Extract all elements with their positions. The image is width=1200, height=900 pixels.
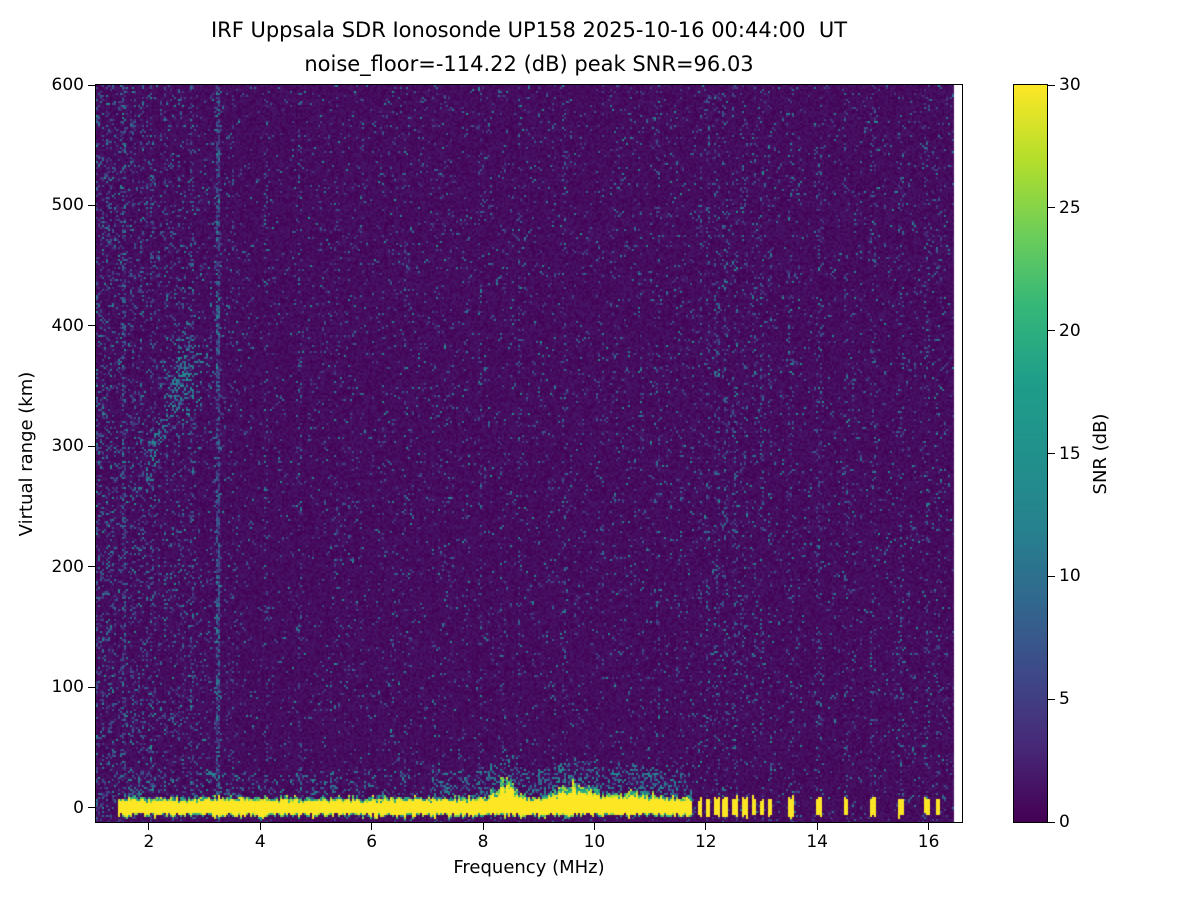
y-tick-label: 200 [51, 556, 84, 577]
x-tick-mark [705, 823, 707, 830]
y-tick-label: 100 [51, 677, 84, 698]
x-tick-label: 8 [477, 832, 489, 852]
colorbar-tick-label: 0 [1059, 812, 1070, 832]
y-tick-mark [88, 445, 95, 447]
x-tick-mark [928, 823, 930, 830]
x-tick-label: 12 [694, 832, 717, 852]
x-tick-mark [593, 823, 595, 830]
heatmap-canvas [96, 85, 962, 822]
x-tick-label: 2 [143, 832, 155, 852]
y-tick-mark [88, 566, 95, 568]
colorbar-tick-label: 5 [1059, 689, 1070, 710]
colorbar-tick-label: 30 [1059, 75, 1081, 95]
y-tick-mark [88, 84, 95, 86]
colorbar-tick-mark [1048, 453, 1055, 454]
plot-area [95, 84, 963, 823]
y-tick-mark [88, 325, 95, 327]
y-tick-mark [88, 686, 95, 688]
y-tick-label: 300 [51, 436, 84, 457]
colorbar-tick-label: 15 [1059, 443, 1081, 464]
colorbar-tick-mark [1048, 330, 1055, 332]
colorbar-label: SNR (dB) [1090, 413, 1111, 495]
x-tick-label: 4 [254, 832, 266, 852]
x-tick-label: 6 [366, 832, 378, 852]
colorbar-tick-mark [1048, 698, 1055, 700]
colorbar-tick-mark [1048, 575, 1055, 577]
x-tick-label: 14 [806, 832, 828, 852]
chart-title: IRF Uppsala SDR Ionosonde UP158 2025-10-… [210, 18, 848, 42]
colorbar-tick-label: 20 [1059, 320, 1081, 341]
colorbar-tick-mark [1048, 84, 1055, 86]
x-tick-label: 16 [917, 832, 940, 852]
colorbar-tick-mark [1048, 207, 1055, 209]
y-tick-mark [88, 204, 95, 206]
x-tick-mark [816, 823, 818, 830]
y-tick-label: 0 [73, 797, 84, 818]
colorbar-canvas [1014, 85, 1047, 822]
x-tick-label: 10 [583, 832, 606, 852]
y-tick-label: 400 [51, 315, 84, 336]
y-tick-mark [88, 807, 95, 809]
y-tick-label: 500 [51, 195, 84, 216]
y-axis-label: Virtual range (km) [16, 371, 37, 537]
colorbar [1013, 84, 1048, 823]
x-axis-label: Frequency (MHz) [453, 857, 605, 878]
x-tick-mark [259, 823, 261, 830]
colorbar-tick-label: 25 [1059, 197, 1081, 218]
colorbar-tick-label: 10 [1059, 566, 1081, 587]
x-tick-mark [371, 823, 373, 830]
colorbar-tick-mark [1048, 821, 1055, 823]
x-tick-mark [482, 823, 484, 830]
x-tick-mark [148, 823, 150, 830]
y-tick-label: 600 [51, 75, 84, 95]
chart-subtitle: noise_floor=-114.22 (dB) peak SNR=96.03 [304, 52, 754, 76]
